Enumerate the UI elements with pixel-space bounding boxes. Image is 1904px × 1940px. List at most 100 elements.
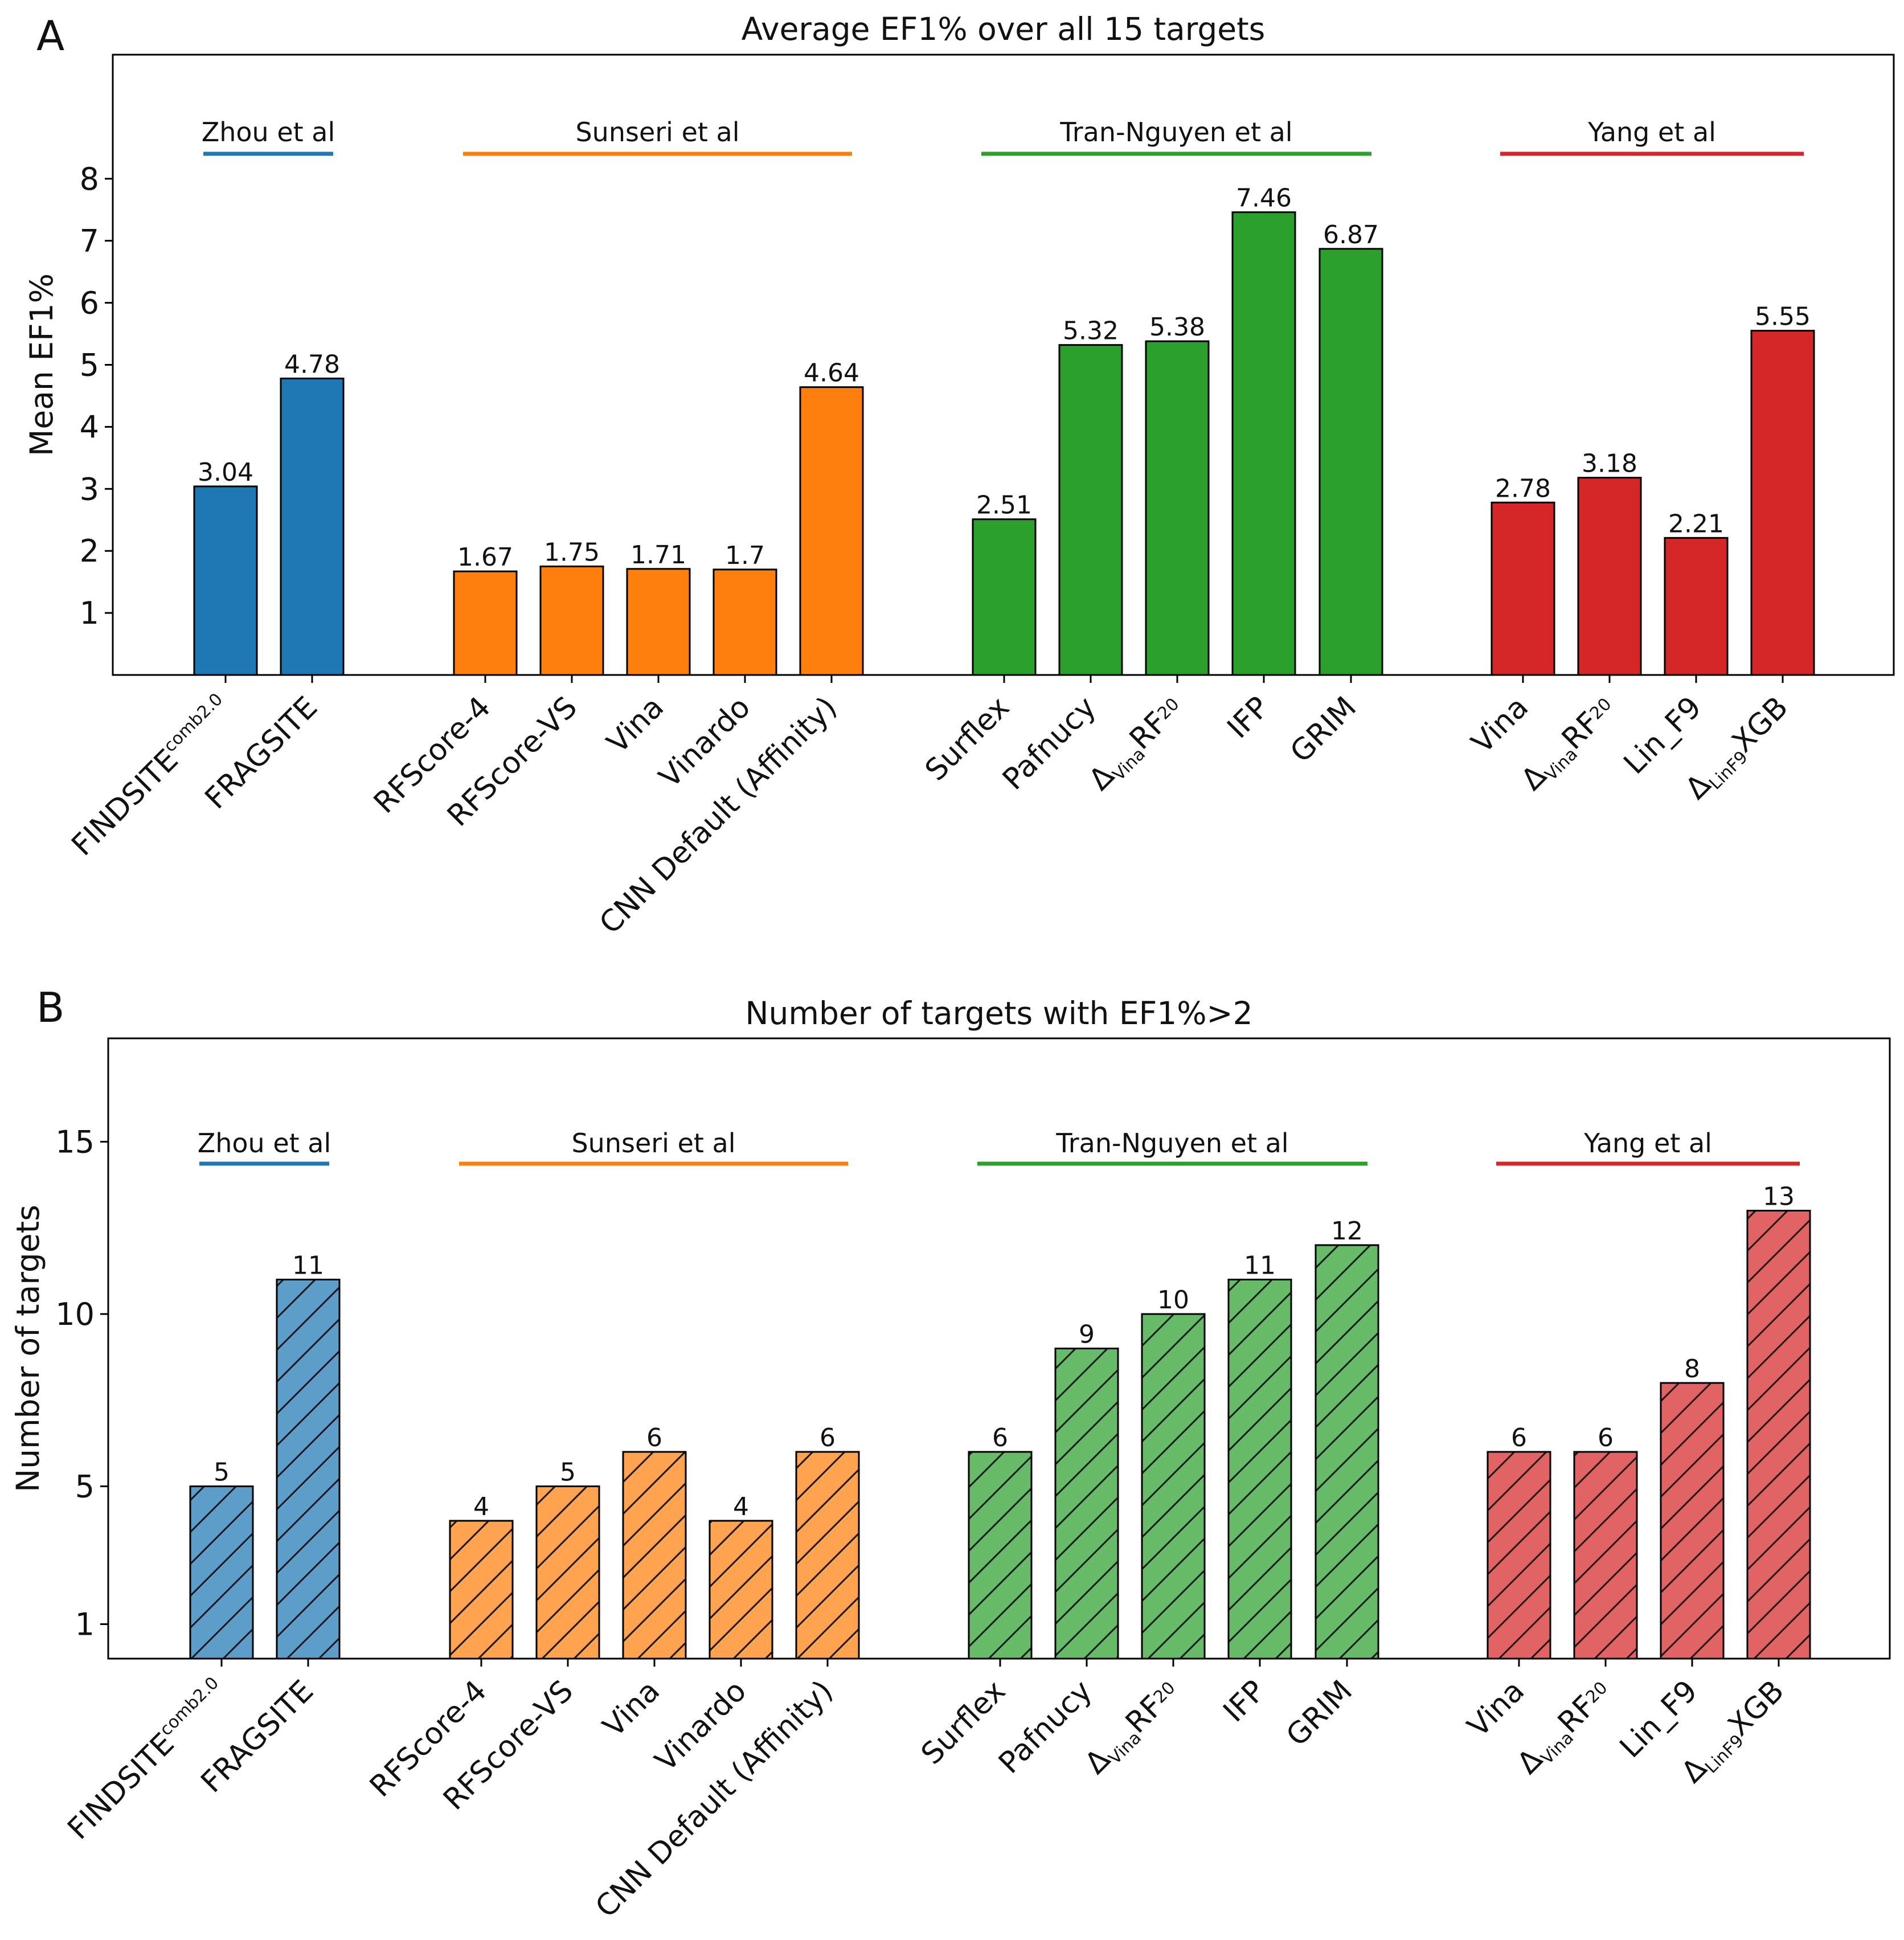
bar xyxy=(626,568,691,676)
data-label: 3.18 xyxy=(1582,449,1637,478)
bar-hatch xyxy=(1141,1313,1206,1660)
x-tick-label: Lin_F9 xyxy=(1614,1674,1704,1765)
panel-letter: A xyxy=(36,12,64,60)
chart-panel-b: B Number of targets with EF1%>2 Number of … xyxy=(10,984,1891,1925)
data-label: 2.21 xyxy=(1668,509,1724,538)
data-label: 11 xyxy=(1244,1251,1276,1280)
data-label: 10 xyxy=(1157,1286,1189,1315)
data-label: 6 xyxy=(1598,1423,1614,1452)
bar-hatch xyxy=(795,1451,860,1660)
data-label: 1.71 xyxy=(630,541,686,570)
x-tick-label: GRIM xyxy=(1280,1674,1359,1753)
plot-frame xyxy=(112,54,1895,676)
group-label: Yang et al xyxy=(1587,117,1716,148)
bar-hatch xyxy=(1660,1382,1725,1660)
x-tick-label: IFP xyxy=(1217,1674,1272,1729)
data-label: 8 xyxy=(1684,1354,1700,1384)
bar xyxy=(1664,537,1729,676)
group-label: Yang et al xyxy=(1583,1128,1712,1159)
bar-hatch xyxy=(709,1520,773,1660)
data-label: 1.67 xyxy=(457,543,513,572)
bar xyxy=(453,570,518,676)
data-label: 6 xyxy=(992,1423,1008,1452)
x-tick-label: ΔVinaRF20 xyxy=(1083,690,1191,799)
y-axis-label: Number of targets xyxy=(10,1205,46,1492)
x-tick-label: Lin_F9 xyxy=(1618,690,1708,781)
bar-hatch xyxy=(449,1520,514,1660)
x-tick-label: ΔVinaRF20 xyxy=(1511,1674,1620,1783)
group-label: Zhou et al xyxy=(202,117,335,148)
bar-hatch xyxy=(1054,1348,1119,1660)
bar xyxy=(972,518,1037,676)
bar xyxy=(1145,340,1210,676)
x-tick-label: ΔVinaRF20 xyxy=(1079,1674,1188,1783)
chart-title: Average EF1% over all 15 targets xyxy=(742,11,1266,47)
x-tick-label: ΔVinaRF20 xyxy=(1515,690,1624,799)
data-label: 3.04 xyxy=(198,458,253,487)
y-tick-label: 10 xyxy=(55,1296,95,1332)
x-tick-label: Vina xyxy=(596,1674,666,1744)
y-tick-label: 1 xyxy=(75,1607,95,1643)
y-axis-label: Mean EF1% xyxy=(23,273,60,456)
group-label: Tran-Nguyen et al xyxy=(1055,1128,1288,1159)
data-label: 5.38 xyxy=(1149,313,1205,342)
bar-hatch xyxy=(1746,1210,1811,1660)
group-label: Tran-Nguyen et al xyxy=(1059,117,1292,148)
data-label: 5 xyxy=(560,1458,576,1487)
y-tick-label: 6 xyxy=(80,285,99,321)
data-label: 5.55 xyxy=(1755,302,1811,331)
bar-hatch xyxy=(1227,1279,1292,1660)
data-label: 11 xyxy=(292,1251,324,1280)
group-label: Zhou et al xyxy=(198,1128,331,1159)
group-label: Sunseri et al xyxy=(575,117,739,148)
bar xyxy=(539,565,604,676)
chart-title: Number of targets with EF1%>2 xyxy=(745,995,1252,1032)
y-tick-label: 7 xyxy=(80,223,99,259)
x-tick-label: Pafnucy xyxy=(996,690,1103,797)
bar-hatch xyxy=(189,1485,254,1660)
x-tick-label: Vina xyxy=(1461,1674,1531,1744)
bar xyxy=(193,485,258,676)
bar xyxy=(1058,344,1123,676)
x-tick-label: Pafnucy xyxy=(992,1674,1099,1781)
bar-hatch xyxy=(622,1451,687,1660)
plot-frame xyxy=(107,1037,1891,1660)
data-label: 12 xyxy=(1331,1217,1363,1246)
bar-hatch xyxy=(1573,1451,1638,1660)
bar xyxy=(799,386,864,676)
group-label: Sunseri et al xyxy=(571,1128,735,1159)
bar-hatch xyxy=(968,1451,1033,1660)
y-tick-label: 4 xyxy=(80,409,99,445)
data-label: 6 xyxy=(646,1423,662,1452)
data-label: 2.78 xyxy=(1495,474,1551,503)
data-label: 4 xyxy=(473,1492,489,1521)
data-label: 5 xyxy=(214,1458,230,1487)
y-tick-label: 2 xyxy=(80,533,99,569)
x-tick-label: Vina xyxy=(600,690,670,760)
bar-hatch xyxy=(276,1279,341,1660)
bar xyxy=(1319,248,1383,676)
data-label: 5.32 xyxy=(1063,317,1119,346)
bar xyxy=(280,377,345,676)
x-tick-label: Vina xyxy=(1465,690,1535,760)
x-tick-label: FINDSITEcomb2.0 xyxy=(60,1673,234,1846)
y-tick-label: 5 xyxy=(80,347,99,383)
bar xyxy=(1491,501,1555,676)
x-tick-label: FINDSITEcomb2.0 xyxy=(64,689,238,862)
data-label: 13 xyxy=(1763,1182,1795,1212)
data-label: 1.75 xyxy=(544,538,600,567)
bar xyxy=(1750,330,1815,676)
bar xyxy=(1231,211,1296,676)
y-tick-label: 3 xyxy=(80,471,99,507)
data-label: 7.46 xyxy=(1236,184,1292,213)
data-label: 9 xyxy=(1079,1320,1095,1349)
bar-hatch xyxy=(1487,1451,1551,1660)
bar-hatch xyxy=(535,1485,600,1660)
data-label: 6 xyxy=(1511,1423,1527,1452)
data-label: 4.78 xyxy=(284,350,340,379)
y-tick-label: 5 xyxy=(75,1469,95,1505)
x-tick-label: IFP xyxy=(1221,690,1276,746)
bar-hatch xyxy=(1315,1244,1379,1660)
data-label: 4 xyxy=(733,1492,749,1521)
